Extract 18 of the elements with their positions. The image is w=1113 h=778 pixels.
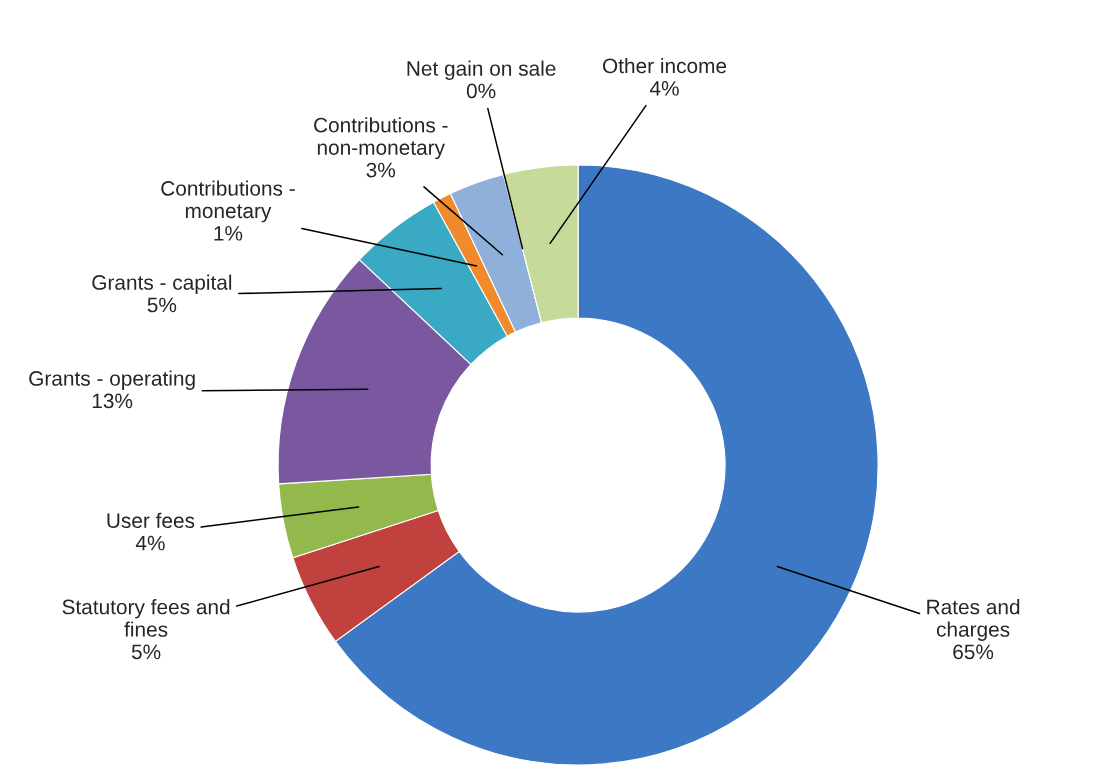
- category-label: Net gain on sale: [407, 60, 556, 80]
- data-label: 1%: [214, 226, 243, 241]
- slice-label: Contributions - non-monetary: [314, 117, 448, 160]
- data-label: 4%: [135, 535, 165, 551]
- data-label: 5%: [131, 644, 161, 660]
- data-label: 5%: [147, 297, 177, 313]
- slice-label: Grants - capital: [92, 274, 232, 294]
- slice-label: Grants - operating: [29, 370, 195, 390]
- text: 0%: [466, 83, 496, 99]
- slice-label: Contributions - monetary: [161, 180, 295, 223]
- slice-label: Other income: [602, 57, 727, 74]
- slice-label: Rates and charges: [927, 599, 1020, 641]
- slice-label: Statutory fees and fines: [62, 599, 230, 637]
- data-label: 65%: [953, 644, 994, 660]
- slice-label: User fees: [107, 512, 195, 528]
- data-label: 4%: [649, 81, 679, 96]
- data-label: 13%: [92, 393, 133, 409]
- data-label: 3%: [366, 162, 396, 178]
